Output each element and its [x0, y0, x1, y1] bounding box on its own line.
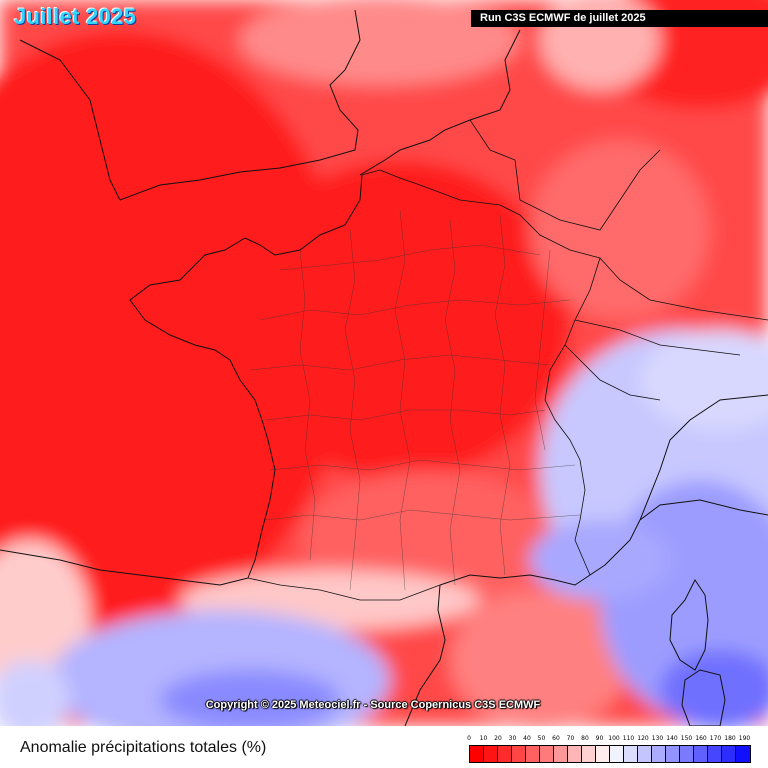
color-scale-tick: 40 — [523, 735, 531, 742]
color-scale-tick: 0 — [467, 735, 471, 742]
color-scale-swatch — [680, 746, 694, 762]
color-scale-swatch — [624, 746, 638, 762]
color-scale — [469, 745, 751, 763]
color-scale-swatch — [512, 746, 526, 762]
color-scale-swatch — [470, 746, 484, 762]
color-scale-tick: 170 — [709, 735, 722, 742]
color-scale-tick: 50 — [537, 735, 546, 742]
color-scale-tick: 110 — [622, 735, 635, 742]
color-scale-swatch — [638, 746, 652, 762]
color-scale-swatch — [568, 746, 582, 762]
department-borders — [249, 209, 581, 591]
legend-title: Anomalie précipitations totales (%) — [20, 739, 267, 756]
country-borders — [247, 119, 768, 601]
color-scale-swatch — [498, 746, 512, 762]
color-scale-swatch — [484, 746, 498, 762]
color-scale-swatch — [708, 746, 722, 762]
color-scale-tick: 150 — [680, 735, 693, 742]
color-scale-swatch — [722, 746, 736, 762]
color-scale-tick: 20 — [494, 735, 502, 742]
color-scale-swatch — [610, 746, 624, 762]
color-scale-tick: 130 — [651, 735, 664, 742]
color-scale-swatch — [694, 746, 708, 762]
color-scale-swatch — [526, 746, 540, 762]
color-scale-tick: 140 — [666, 735, 678, 742]
color-scale-tick: 160 — [695, 735, 707, 742]
anomaly-field — [0, 0, 768, 726]
color-scale-tick: 30 — [508, 735, 517, 742]
color-scale-swatch — [666, 746, 680, 762]
color-scale-tick: 90 — [595, 735, 604, 742]
color-scale-tick: 100 — [608, 735, 620, 742]
precipitation-anomaly-map — [0, 0, 768, 726]
color-scale-swatch — [596, 746, 610, 762]
color-scale-labels: 0 10 20 30 40 50 60 70 80 90 100 110 120 130 140 150 160… — [467, 735, 759, 745]
color-scale-tick: 190 — [738, 735, 751, 742]
copyright-notice: Copyright © 2025 Meteociel.fr - Source C… — [205, 699, 541, 711]
color-scale-tick: 180 — [724, 735, 736, 742]
color-scale-swatch — [554, 746, 568, 762]
color-scale-swatch — [582, 746, 596, 762]
color-scale-swatch — [652, 746, 666, 762]
color-scale-tick: 80 — [581, 735, 589, 742]
run-banner: Run C3S ECMWF de juillet 2025 — [471, 10, 768, 27]
color-scale-tick: 120 — [637, 735, 649, 742]
map-title: Juillet 2025 — [14, 4, 137, 29]
color-scale-tick: 70 — [566, 735, 575, 742]
coastlines — [0, 9, 768, 726]
color-scale-swatch — [540, 746, 554, 762]
color-scale-tick: 60 — [552, 735, 560, 742]
color-scale-swatch — [736, 746, 750, 762]
color-scale-tick: 10 — [479, 735, 488, 742]
